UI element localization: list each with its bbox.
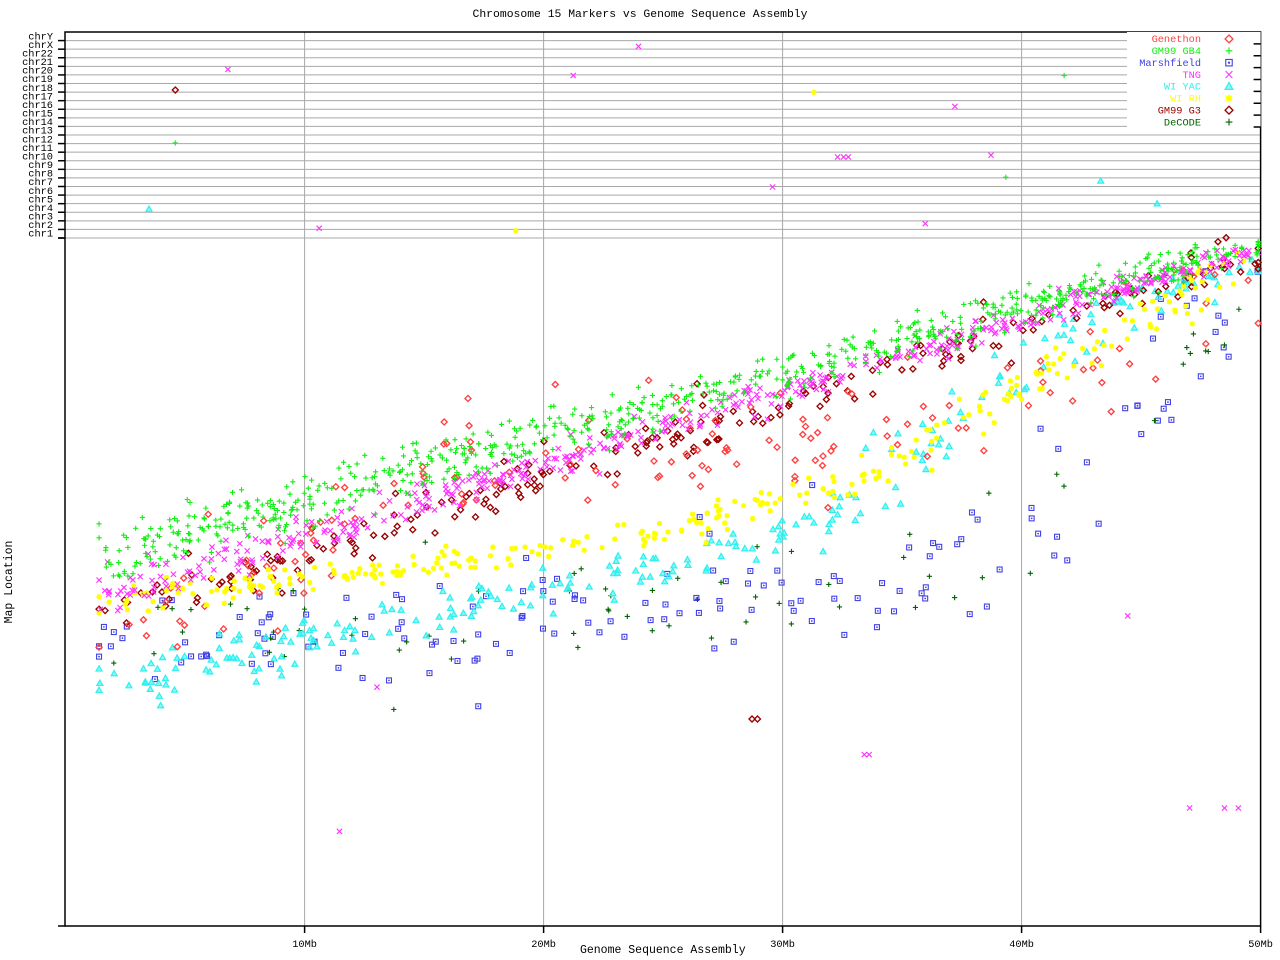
svg-text:Map Location: Map Location — [3, 541, 16, 624]
svg-text:Chromosome 15 Markers vs Genom: Chromosome 15 Markers vs Genome Sequence… — [473, 9, 808, 21]
svg-text:WI YAC: WI YAC — [1164, 82, 1201, 94]
svg-text:chr1: chr1 — [28, 229, 53, 241]
svg-text:Marshfield: Marshfield — [1139, 58, 1201, 70]
svg-text:Genome Sequence Assembly: Genome Sequence Assembly — [580, 944, 746, 957]
svg-text:20Mb: 20Mb — [531, 939, 556, 951]
svg-text:GM99 G3: GM99 G3 — [1158, 106, 1201, 118]
svg-text:TNG: TNG — [1182, 70, 1201, 82]
svg-text:10Mb: 10Mb — [292, 939, 317, 951]
svg-text:GM99 GB4: GM99 GB4 — [1152, 46, 1201, 58]
svg-text:Genethon: Genethon — [1152, 34, 1201, 46]
svg-text:WI RH: WI RH — [1170, 94, 1201, 106]
svg-text:50Mb: 50Mb — [1248, 939, 1273, 951]
svg-text:DeCODE: DeCODE — [1164, 117, 1201, 129]
svg-text:40Mb: 40Mb — [1009, 939, 1034, 951]
svg-text:30Mb: 30Mb — [770, 939, 795, 951]
